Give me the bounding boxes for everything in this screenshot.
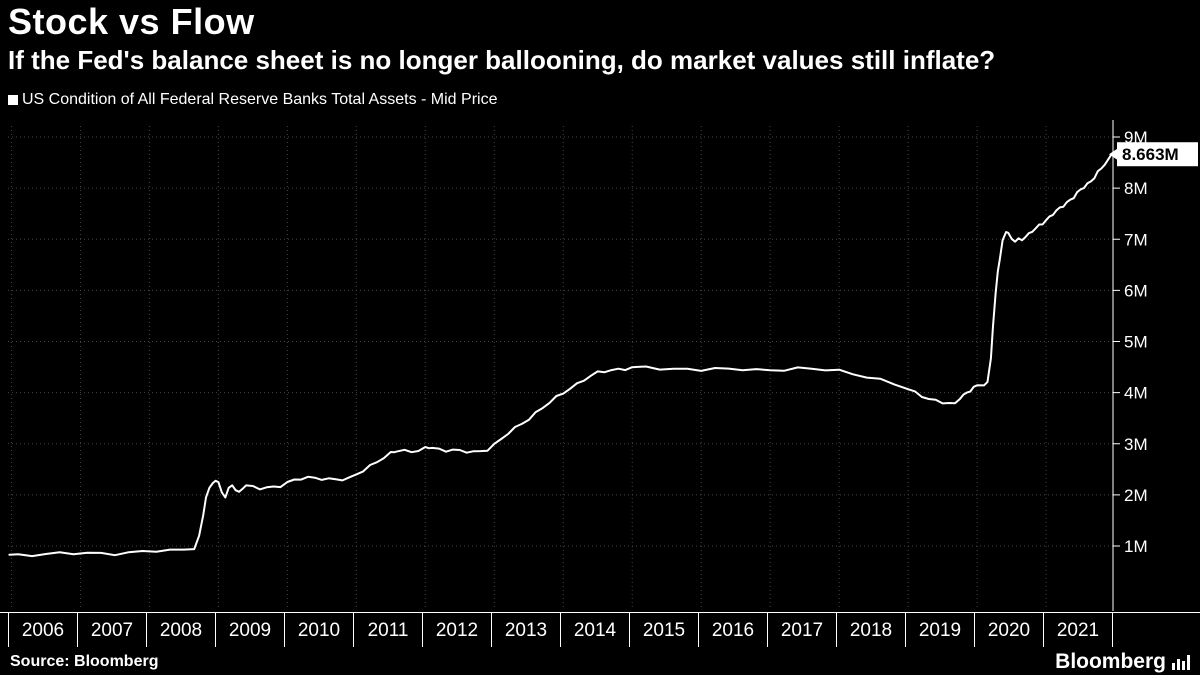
legend-square-marker: [8, 95, 18, 105]
x-axis-year-label: 2020: [974, 613, 1043, 647]
y-axis-label: 6M: [1124, 281, 1148, 300]
y-axis-label: 4M: [1124, 384, 1148, 403]
x-axis-year-label: 2007: [77, 613, 146, 647]
series-line: [8, 153, 1113, 558]
y-axis-label: 3M: [1124, 435, 1148, 454]
x-axis-labels: 2006 2007 2008 2009 2010 2011 2012 2013 2014 2015…: [8, 613, 1113, 647]
chart-title: Stock vs Flow: [8, 1, 255, 42]
y-axis-label: 2M: [1124, 486, 1148, 505]
chart-legend: US Condition of All Federal Reserve Bank…: [8, 91, 497, 109]
last-value-box: [1117, 142, 1198, 167]
last-value-label: 8.663M: [1122, 145, 1179, 164]
x-axis-year-label: 2018: [836, 613, 905, 647]
x-axis-year-label: 2015: [629, 613, 698, 647]
y-axis-label: 1M: [1124, 537, 1148, 556]
bloomberg-logo-text: Bloomberg: [1055, 650, 1166, 673]
chart-header: Stock vs Flow If the Fed's balance sheet…: [8, 2, 1192, 76]
last-value-arrow: [1109, 148, 1118, 161]
x-axis-year-label: 2013: [491, 613, 560, 647]
x-axis-line: [0, 612, 1200, 613]
bloomberg-logo: Bloomberg: [1055, 650, 1190, 674]
x-axis-year-label: 2019: [905, 613, 974, 647]
chart-subtitle: If the Fed's balance sheet is no longer …: [8, 44, 996, 75]
bloomberg-chart-bars-icon: [1172, 655, 1190, 670]
x-axis-year-label: 2011: [353, 613, 422, 647]
legend-series-label: US Condition of All Federal Reserve Bank…: [22, 91, 498, 108]
x-axis-year-label: 2016: [698, 613, 767, 647]
x-axis-year-label: 2017: [767, 613, 836, 647]
x-axis-year-label: 2010: [284, 613, 353, 647]
x-axis-year-label: 2009: [215, 613, 284, 647]
y-axis-label: 5M: [1124, 333, 1148, 352]
x-axis-year-label: 2021: [1043, 613, 1113, 647]
x-axis-year-label: 2012: [422, 613, 491, 647]
y-axis-label: 8M: [1124, 179, 1148, 198]
chart-footer: Source: Bloomberg Bloomberg: [0, 650, 1200, 674]
x-axis-year-label: 2014: [560, 613, 629, 647]
x-axis-year-label: 2008: [146, 613, 215, 647]
source-credit: Source: Bloomberg: [10, 653, 159, 670]
x-axis-year-label: 2006: [8, 613, 77, 647]
y-axis-label: 7M: [1124, 230, 1148, 249]
